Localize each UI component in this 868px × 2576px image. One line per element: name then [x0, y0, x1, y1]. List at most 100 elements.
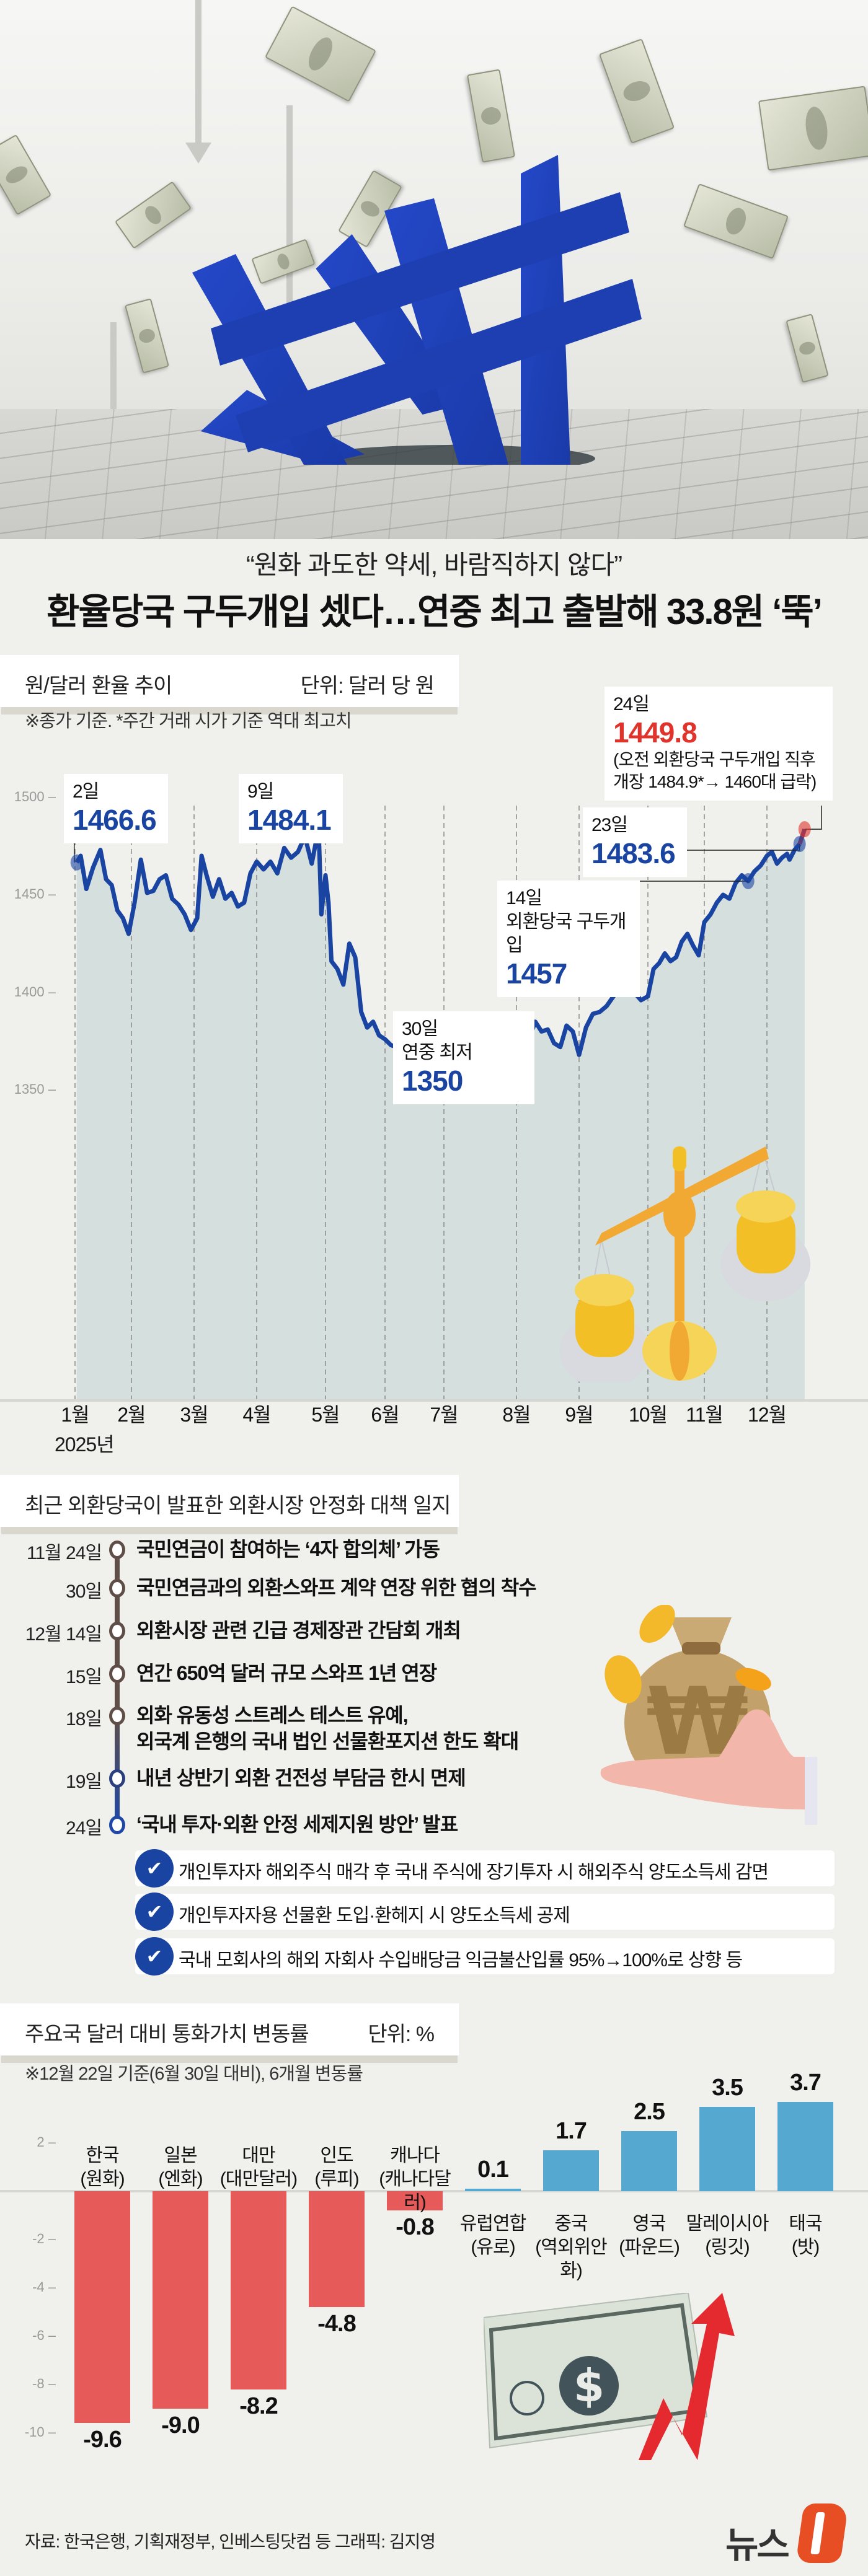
callout-dec24-drop: 24일 1449.8 (오전 외환당국 구두개입 직후 개장 1484.9*→ … — [604, 687, 833, 801]
timeline-dot-icon — [109, 1579, 125, 1598]
timeline-event: ‘국내 투자·외환 안정 세제지원 방안’ 발표 — [136, 1813, 458, 1835]
checklist-text: 개인투자자 해외주식 매각 후 국내 주식에 장기투자 시 해외주식 양도소득세… — [179, 1862, 769, 1883]
logo-text: 뉴스 — [725, 2525, 790, 2565]
dollar-bill-icon — [683, 183, 789, 260]
timeline-event: 국민연금과의 외환스와프 계약 연장 위한 협의 착수 — [136, 1576, 537, 1599]
timeline-dot-icon — [109, 1707, 125, 1725]
y-tick-label: 1350 – — [14, 1081, 56, 1097]
dollar-bill-icon — [264, 6, 377, 102]
bar-value-label: 1.7 — [556, 2117, 587, 2144]
bar-value-label: 3.7 — [790, 2069, 822, 2096]
bar — [231, 2191, 286, 2389]
x-tick-label: 10월 — [628, 1404, 668, 1426]
bar-y-tick-label: -4 – — [32, 2279, 56, 2295]
dollar-bill-icon — [758, 86, 868, 171]
bar — [387, 2191, 443, 2211]
callout-date: 30일 — [402, 1019, 438, 1039]
fx-area-fill — [76, 828, 805, 1399]
down-arrow-icon — [185, 0, 211, 164]
x-tick-label: 5월 — [311, 1404, 340, 1426]
bar-y-tick-label: -6 – — [32, 2328, 56, 2343]
x-tick-label: 8월 — [502, 1404, 531, 1426]
fx-chart-note: ※종가 기준. *주간 거래 시가 기준 역대 최고치 — [25, 711, 352, 731]
bar-category-label: 인도 (루피) — [314, 2145, 359, 2189]
bar — [309, 2191, 365, 2308]
bar-y-tick-label: -2 – — [32, 2231, 56, 2246]
dollar-bill-icon — [598, 38, 675, 144]
callout-value: 1483.6 — [591, 837, 676, 869]
y-tick-label: 1450 – — [14, 886, 56, 902]
y-tick-label: 1400 – — [14, 983, 56, 1000]
callout-jan2: 2일 1466.6 — [64, 774, 168, 843]
check-icon: ✔ — [135, 1849, 174, 1888]
check-icon: ✔ — [135, 1937, 174, 1976]
fx-x-axis-line — [0, 1399, 868, 1402]
x-tick-label: 3월 — [180, 1404, 208, 1426]
bar-category-label: 캐나다 (캐나다달러) — [379, 2145, 451, 2213]
dollar-bill-icon — [114, 181, 192, 249]
timeline-date: 18일 — [66, 1709, 102, 1730]
timeline-date: 19일 — [66, 1772, 102, 1792]
logo-one-mark-icon — [795, 2503, 849, 2563]
bar-value-label: -8.2 — [239, 2393, 278, 2419]
fx-chart-unit: 단위: 달러 당 원 — [300, 674, 435, 698]
callout-date: 2일 — [73, 781, 99, 802]
timeline-dot-icon — [109, 1541, 125, 1559]
callout-date: 9일 — [247, 781, 274, 802]
bar-y-tick-label: -8 – — [32, 2376, 56, 2391]
bar — [465, 2189, 521, 2191]
hero-illustration — [0, 0, 868, 539]
subtitle-quote: “원화 과도한 약세, 바람직하지 않다” — [246, 550, 622, 579]
callout-leader-line — [671, 844, 800, 851]
callout-value: 1466.6 — [73, 804, 157, 836]
bar-category-label: 일본 (엔화) — [158, 2145, 203, 2189]
bar — [621, 2130, 677, 2191]
bar-category-label: 태국 (밧) — [789, 2213, 822, 2257]
bar-value-label: 2.5 — [634, 2098, 665, 2125]
won-symbol-icon — [192, 155, 642, 465]
bar-value-label: -9.6 — [83, 2427, 122, 2453]
bar-category-label: 대만 (대만달러) — [219, 2145, 298, 2189]
bar-chart-note: ※12월 22일 기준(6월 30일 대비), 6개월 변동률 — [25, 2064, 363, 2084]
check-icon: ✔ — [135, 1892, 174, 1931]
callout-jun30-low: 30일 연중 최저 1350 — [393, 1011, 534, 1104]
timeline-section-header: 최근 외환당국이 발표한 외환시장 안정화 대책 일지 — [0, 1475, 459, 1527]
checklist-text: 국내 모회사의 해외 자회사 수입배당금 익금불산입률 95%→100%로 상향… — [179, 1950, 743, 1971]
dollar-bill-icon — [786, 314, 829, 383]
news1-logo: 뉴스 — [725, 2503, 849, 2565]
timeline-dot-icon — [109, 1664, 125, 1683]
timeline-event: 국민연금이 참여하는 ‘4자 합의체’ 가동 — [136, 1538, 440, 1560]
bar-category-label: 영국 (파운드) — [619, 2213, 680, 2257]
x-tick-label: 6월 — [371, 1404, 399, 1426]
money-bag-hand-icon: ₩ — [600, 1605, 817, 1825]
callout-value: 1484.1 — [247, 804, 332, 836]
checklist-text: 개인투자자용 선물환 도입·환헤지 시 양도소득세 공제 — [179, 1906, 570, 1926]
bar — [153, 2191, 208, 2409]
timeline-event: 내년 상반기 외환 건전성 부담금 한시 면제 — [136, 1767, 466, 1789]
y-tick-label: 1500 – — [14, 788, 56, 804]
callout-date: 14일 — [506, 888, 542, 908]
callout-note: (오전 외환당국 구두개입 직후 — [613, 750, 816, 769]
bar-value-label: 0.1 — [477, 2156, 509, 2183]
bar-y-tick-label: -10 – — [24, 2424, 56, 2440]
bar-chart-title: 주요국 달러 대비 통화가치 변동률 — [25, 2023, 309, 2046]
timeline-dot-icon — [109, 1816, 125, 1834]
cracked-ground — [0, 409, 868, 539]
timeline-date: 11월 24일 — [26, 1543, 102, 1563]
bar-value-label: -4.8 — [317, 2311, 356, 2337]
highlight-point — [793, 836, 806, 853]
timeline-date: 15일 — [66, 1667, 102, 1687]
svg-text:$: $ — [574, 2360, 604, 2412]
page-title: 환율당국 구두개입 셌다…연중 최고 출발해 33.8원 ‘뚝’ — [46, 592, 823, 632]
bar-y-tick-label: 2 – — [37, 2134, 56, 2150]
bar — [699, 2106, 755, 2191]
timeline-dot-icon — [109, 1622, 125, 1640]
bar-chart-unit: 단위: % — [368, 2023, 435, 2046]
highlight-point — [798, 821, 811, 838]
balance-scale-icon — [560, 1146, 810, 1382]
callout-note: 개장 1484.9*→ 1460대 급락) — [613, 772, 817, 791]
x-tick-label: 1월 — [61, 1404, 89, 1426]
bar-value-label: -9.0 — [161, 2412, 200, 2438]
callout-value: 1449.8 — [613, 716, 698, 749]
callout-dec14-intervention: 14일 외환당국 구두개입 1457 — [497, 881, 640, 997]
